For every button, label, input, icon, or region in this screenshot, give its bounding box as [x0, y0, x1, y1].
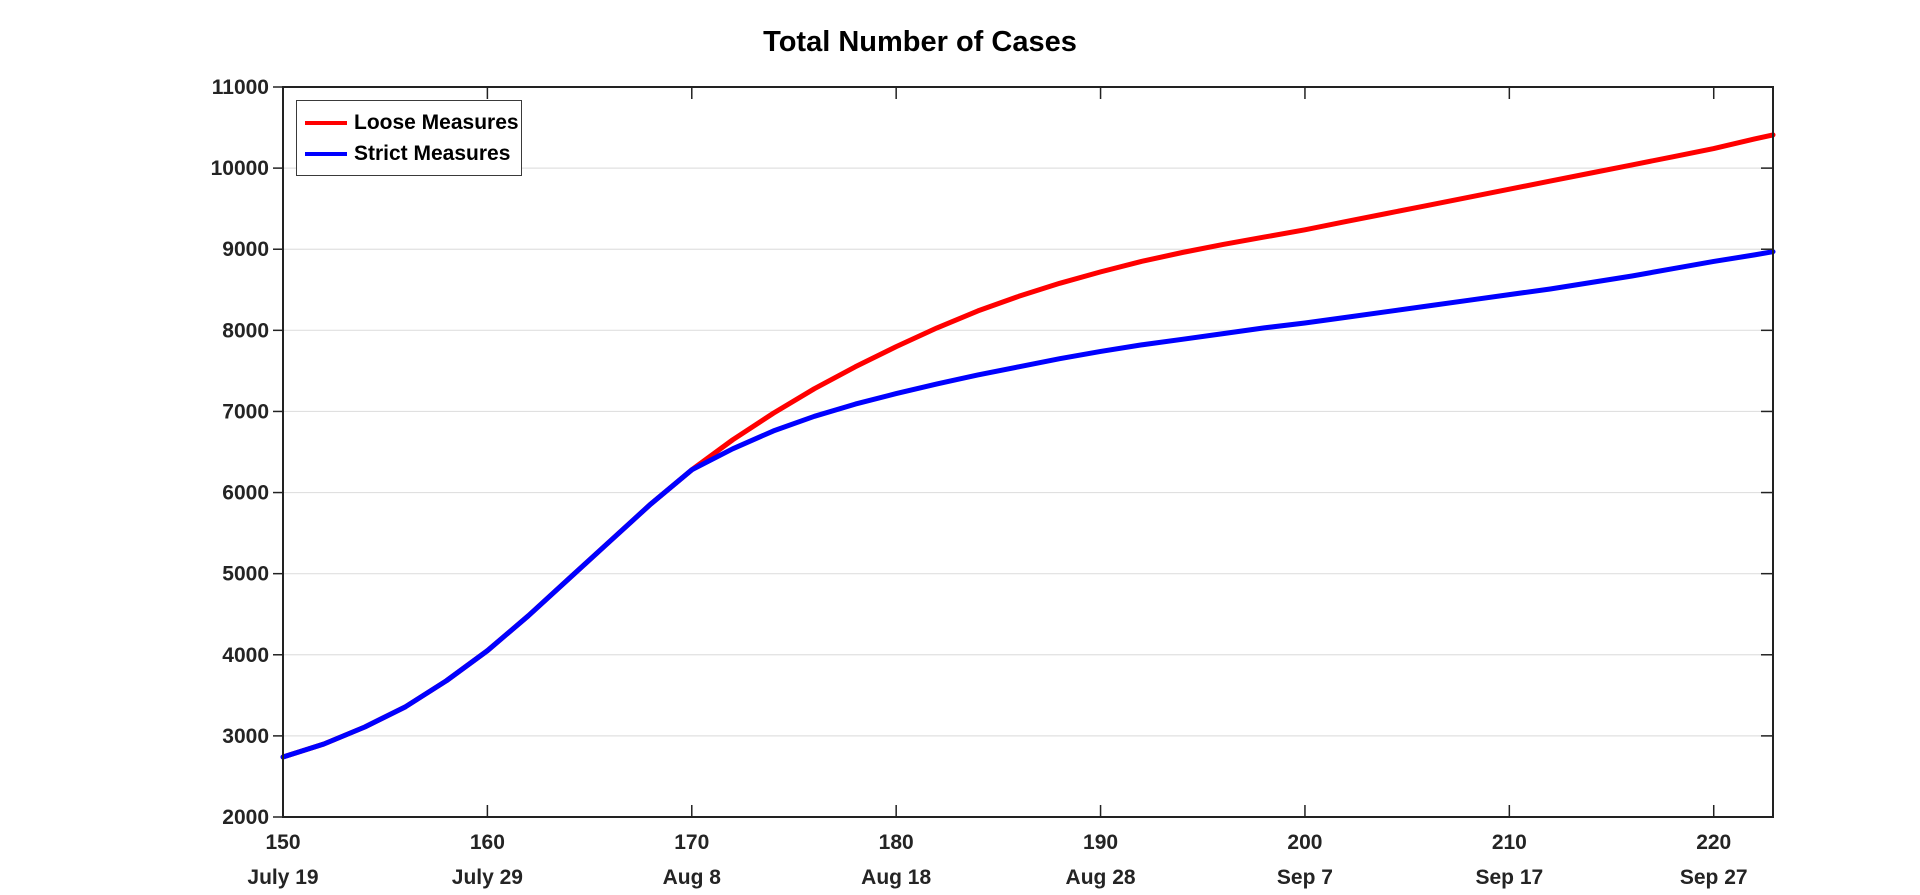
- x-tick-label: 220: [1696, 831, 1731, 854]
- y-tick-label: 4000: [222, 644, 269, 667]
- x-date-label: Aug 28: [1066, 866, 1136, 889]
- legend-item-loose-measures: Loose Measures: [305, 112, 519, 133]
- y-tick-label: 3000: [222, 725, 269, 748]
- legend-line-sample-loose: [305, 120, 347, 125]
- x-date-label: July 19: [247, 866, 318, 889]
- x-tick-label: 190: [1083, 831, 1118, 854]
- y-tick-label: 9000: [222, 238, 269, 261]
- chart-title: Total Number of Cases: [763, 26, 1077, 58]
- y-tick-label: 5000: [222, 563, 269, 586]
- y-tick-label: 7000: [222, 400, 269, 423]
- x-tick-label: 170: [674, 831, 709, 854]
- x-tick-label: 160: [470, 831, 505, 854]
- x-date-label: Aug 18: [861, 866, 931, 889]
- y-tick-label: 8000: [222, 319, 269, 342]
- legend-item-strict-measures: Strict Measures: [305, 143, 513, 164]
- x-date-label: July 29: [452, 866, 523, 889]
- x-tick-label: 210: [1492, 831, 1527, 854]
- legend-label-loose: Loose Measures: [354, 111, 519, 134]
- x-tick-label: 150: [265, 831, 300, 854]
- legend-line-sample-strict: [305, 151, 347, 156]
- y-tick-label: 6000: [222, 482, 269, 505]
- series-line-strict-measures: [280, 249, 1776, 760]
- legend: Loose Measures Strict Measures: [296, 100, 522, 176]
- series-line-loose-measures: [280, 132, 1776, 760]
- x-date-label: Aug 8: [663, 866, 722, 889]
- legend-label-strict: Strict Measures: [354, 142, 511, 165]
- x-date-label: Sep 7: [1277, 866, 1333, 889]
- y-tick-label: 2000: [222, 806, 269, 829]
- x-date-label: Sep 17: [1475, 866, 1543, 889]
- x-date-label: Sep 27: [1680, 866, 1748, 889]
- y-tick-label: 11000: [212, 76, 269, 99]
- y-tick-label: 10000: [211, 157, 269, 180]
- x-tick-label: 180: [879, 831, 914, 854]
- axes-box: [282, 86, 1774, 818]
- x-tick-label: 200: [1287, 831, 1322, 854]
